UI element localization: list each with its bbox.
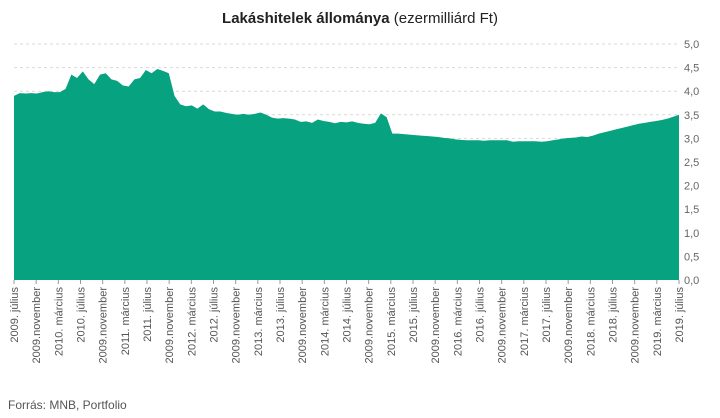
x-tick-label: 2017. július (541, 287, 553, 343)
x-tick-label: 2012. március (186, 287, 198, 357)
y-tick-label: 1,5 (684, 204, 699, 216)
y-tick-label: 2,0 (684, 181, 699, 193)
x-tick-label: 2009.november (563, 287, 575, 364)
x-tick-label: 2009.november (430, 287, 442, 364)
x-tick-label: 2009.november (364, 287, 376, 364)
x-tick-label: 2011. július (142, 287, 154, 342)
x-tick-label: 2015. július (408, 287, 420, 343)
x-tick-label: 2012. július (209, 287, 221, 343)
x-tick-label: 2009. július (9, 287, 21, 343)
x-tick-label: 2010. július (76, 287, 88, 343)
y-tick-label: 0,5 (684, 251, 699, 263)
x-tick-label: 2013. július (275, 287, 287, 343)
x-tick-label: 2013. március (253, 287, 265, 357)
chart-title: Lakáshitelek állománya (ezermilliárd Ft) (0, 10, 720, 27)
chart-title-main: Lakáshitelek állománya (222, 10, 390, 27)
y-axis: 0,0 0,5 1,0 1,5 2,0 2,5 3,0 3,5 4,0 4,5 5,0 (684, 39, 699, 287)
x-tick-label: 2015. március (386, 287, 398, 357)
area-path (14, 69, 679, 281)
area-series (14, 69, 679, 281)
x-tick-label: 2009.november (31, 287, 43, 364)
x-tick-label: 2009.november (630, 287, 642, 364)
x-tick-label: 2009.november (297, 287, 309, 364)
y-tick-label: 2,5 (684, 157, 699, 169)
chart-title-unit: (ezermilliárd Ft) (389, 10, 498, 27)
y-tick-label: 4,0 (684, 86, 699, 98)
source-note: Forrás: MNB, Portfolio (8, 398, 127, 412)
x-tick-label: 2018. július (608, 287, 620, 343)
x-tick-label: 2017. március (519, 287, 531, 357)
x-tick-label: 2018. március (585, 287, 597, 357)
y-tick-label: 3,5 (684, 110, 699, 122)
x-tick-label: 2019. március (652, 287, 664, 357)
y-tick-label: 1,0 (684, 228, 699, 240)
y-tick-label: 4,5 (684, 63, 699, 75)
y-tick-label: 3,0 (684, 133, 699, 145)
x-tick-label: 2009.november (164, 287, 176, 364)
x-tick-label: 2009.november (497, 287, 509, 364)
x-tick-label: 2019. július (674, 287, 686, 343)
x-axis: 2009. július 2009.november 2010. március 20… (9, 280, 686, 363)
x-tick-label: 2014. március (319, 287, 331, 357)
x-tick-label: 2010. március (53, 287, 65, 357)
y-tick-label: 0,0 (684, 275, 699, 287)
x-tick-label: 2009.november (98, 287, 110, 364)
y-tick-label: 5,0 (684, 39, 699, 51)
x-tick-label: 2011. március (120, 287, 132, 356)
x-tick-label: 2014. július (342, 287, 354, 343)
x-tick-label: 2016. március (452, 287, 464, 357)
x-tick-label: 2009.november (231, 287, 243, 364)
x-tick-label: 2016. július (475, 287, 487, 343)
